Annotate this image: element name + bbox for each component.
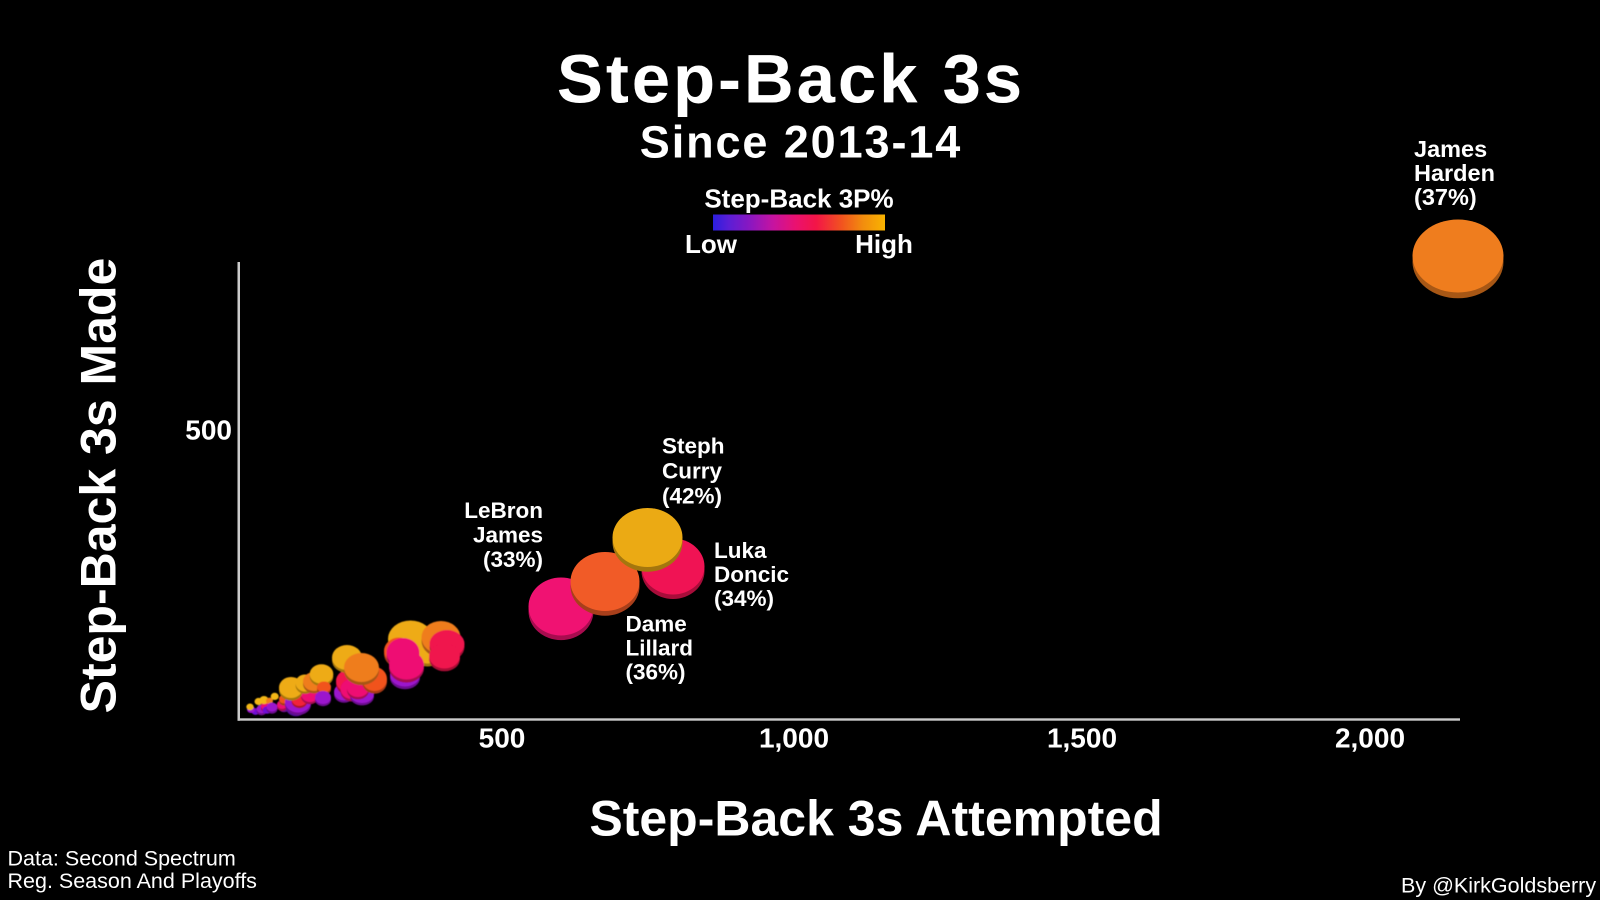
svg-text:Since 2013-14: Since 2013-14 <box>640 117 962 168</box>
svg-text:Harden: Harden <box>1414 160 1495 186</box>
svg-text:(37%): (37%) <box>1414 184 1477 210</box>
svg-text:(42%): (42%) <box>662 484 722 509</box>
svg-text:(33%): (33%) <box>483 547 543 572</box>
svg-text:Lillard: Lillard <box>626 636 694 661</box>
svg-text:Reg. Season And Playoffs: Reg. Season And Playoffs <box>8 869 257 893</box>
svg-text:Steph: Steph <box>662 434 725 459</box>
svg-text:By @KirkGoldsberry: By @KirkGoldsberry <box>1401 874 1596 898</box>
svg-text:James: James <box>1414 136 1487 162</box>
svg-text:Curry: Curry <box>662 459 723 484</box>
svg-text:1,500: 1,500 <box>1047 723 1117 754</box>
svg-text:LeBron: LeBron <box>464 498 543 523</box>
svg-text:High: High <box>855 229 913 259</box>
svg-text:Luka: Luka <box>714 538 767 563</box>
svg-text:Step-Back 3s: Step-Back 3s <box>557 41 1025 118</box>
svg-text:(34%): (34%) <box>714 586 774 611</box>
svg-text:2,000: 2,000 <box>1335 723 1405 754</box>
svg-text:Dame: Dame <box>626 612 687 637</box>
svg-text:500: 500 <box>185 415 232 446</box>
svg-text:Data: Second Spectrum: Data: Second Spectrum <box>8 847 236 871</box>
svg-text:James: James <box>473 523 543 548</box>
svg-text:Doncic: Doncic <box>714 562 789 587</box>
svg-text:1,000: 1,000 <box>759 723 829 754</box>
svg-text:Step-Back 3s Attempted: Step-Back 3s Attempted <box>589 791 1162 847</box>
svg-text:Step-Back 3s Made: Step-Back 3s Made <box>71 258 127 714</box>
svg-text:500: 500 <box>479 723 526 754</box>
svg-text:Step-Back 3P%: Step-Back 3P% <box>704 184 893 214</box>
svg-text:Low: Low <box>685 229 738 259</box>
svg-text:(36%): (36%) <box>626 660 686 685</box>
